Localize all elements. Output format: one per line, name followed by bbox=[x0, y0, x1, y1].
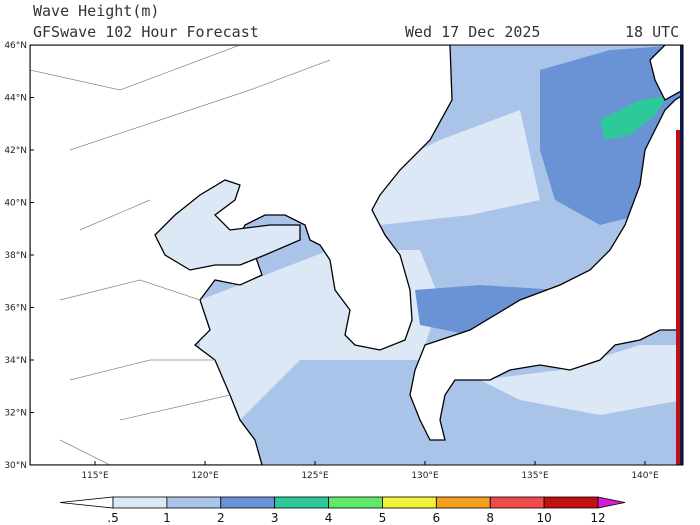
lon-label: 120°E bbox=[191, 471, 219, 481]
colorbar-segment bbox=[543, 496, 599, 509]
lat-label: 36°N bbox=[4, 304, 27, 314]
colorbar-arrow bbox=[597, 496, 626, 509]
wave-zone bbox=[480, 345, 683, 415]
lat-label: 44°N bbox=[4, 94, 27, 104]
colorbar-segment bbox=[112, 496, 168, 509]
colorbar-label: .5 bbox=[107, 511, 118, 525]
title: Wave Height(m) bbox=[33, 2, 159, 20]
borders bbox=[30, 45, 331, 465]
lat-label: 46°N bbox=[4, 41, 27, 51]
lon-label: 135°E bbox=[521, 471, 549, 481]
lon-label: 140°E bbox=[631, 471, 659, 481]
colorbar-label: 3 bbox=[271, 511, 279, 525]
wave-zone bbox=[360, 110, 540, 225]
lat-label: 40°N bbox=[4, 199, 27, 209]
wave-zone bbox=[600, 96, 668, 140]
colorbar-label: 10 bbox=[536, 511, 551, 525]
colorbar-segment bbox=[489, 496, 545, 509]
lat-label: 38°N bbox=[4, 251, 27, 261]
edge-band bbox=[676, 130, 683, 465]
lon-label: 115°E bbox=[81, 471, 109, 481]
colorbar-label: 6 bbox=[433, 511, 441, 525]
colorbar-segment bbox=[166, 496, 222, 509]
colorbar-label: 1 bbox=[163, 511, 171, 525]
colorbar-segment bbox=[328, 496, 383, 509]
colorbar-label: 4 bbox=[325, 511, 333, 525]
time: 18 UTC bbox=[625, 23, 679, 41]
lat-label: 32°N bbox=[4, 409, 27, 419]
hokkaido bbox=[649, 45, 683, 101]
colorbar-segment bbox=[435, 496, 491, 509]
lat-label: 42°N bbox=[4, 146, 27, 156]
colorbar-segment bbox=[220, 496, 276, 509]
colorbar-label: 12 bbox=[590, 511, 605, 525]
lat-label: 34°N bbox=[4, 356, 27, 366]
lat-label: 30°N bbox=[4, 461, 27, 471]
bohai-sea bbox=[154, 179, 301, 271]
date: Wed 17 Dec 2025 bbox=[405, 23, 540, 41]
map bbox=[30, 45, 683, 465]
lon-label: 130°E bbox=[411, 471, 439, 481]
colorbar-segment bbox=[274, 496, 329, 509]
lon-label: 125°E bbox=[301, 471, 329, 481]
japan bbox=[409, 94, 683, 441]
colorbar-arrow bbox=[59, 496, 114, 509]
colorbar-label: 5 bbox=[379, 511, 387, 525]
colorbar-label: 2 bbox=[217, 511, 225, 525]
edge-band bbox=[680, 45, 683, 465]
subtitle: GFSwave 102 Hour Forecast bbox=[33, 23, 259, 41]
colorbar-segment bbox=[382, 496, 437, 509]
colorbar-label: 8 bbox=[486, 511, 494, 525]
